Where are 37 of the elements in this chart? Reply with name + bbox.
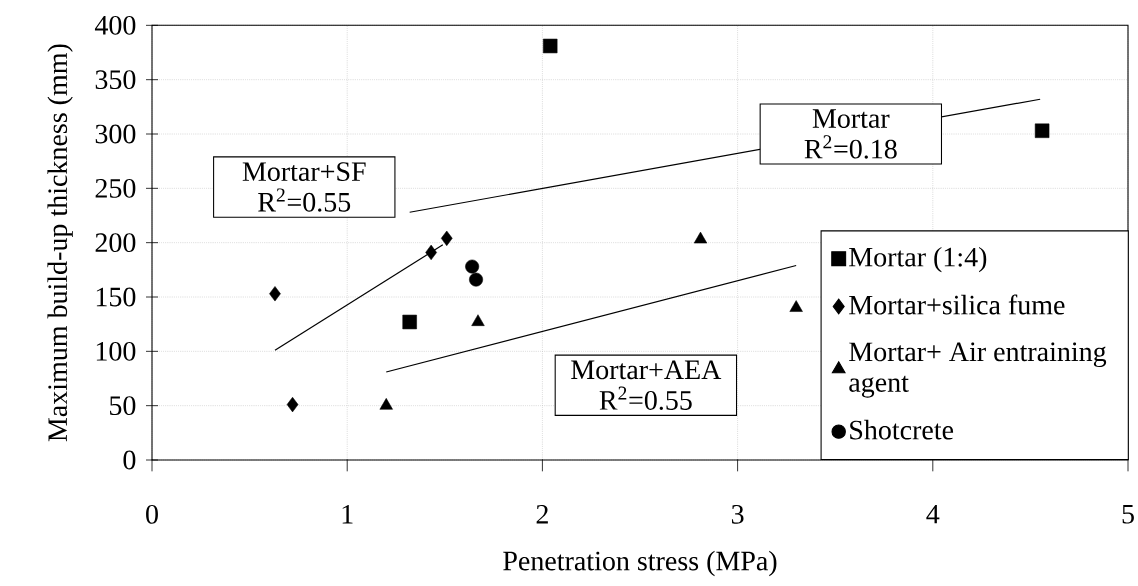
annotation: Mortar+SF R$^{2}$=0.55: [242, 162, 366, 212]
point: [471, 314, 485, 326]
point: [425, 244, 437, 261]
y-tick-label: 150: [96, 287, 136, 307]
y-tick-label: 400: [94, 15, 136, 35]
annotation: Mortar+AEA R$^{2}$=0.55: [571, 360, 722, 411]
point: [379, 398, 393, 410]
y-tick-label: 300: [95, 124, 136, 144]
y-tick-label: 50: [110, 396, 136, 416]
point: [469, 272, 483, 287]
y-axis-title: Maximum build-up thickness (mm): [47, 44, 73, 442]
point: [440, 230, 453, 246]
point: [269, 286, 281, 302]
x-tick-label: 0: [146, 504, 158, 524]
x-tick-label: 2: [536, 504, 548, 524]
point: [1034, 123, 1050, 138]
point: [402, 314, 417, 330]
y-tick-label: 0: [123, 450, 136, 470]
y-tick-label: 200: [95, 233, 136, 253]
point: [693, 231, 708, 244]
x-tick-label: 1: [342, 504, 353, 524]
point: [789, 300, 803, 312]
y-tick-label: 100: [96, 341, 136, 361]
x-tick-label: 4: [926, 504, 940, 524]
legend-label: Shotcrete: [850, 419, 954, 440]
x-tick-label: 3: [731, 504, 744, 524]
point: [543, 38, 558, 54]
legend-label: Mortar (1:4): [849, 246, 987, 273]
legend-label: Mortar+ Air entraining agent: [849, 342, 1107, 398]
point: [465, 259, 480, 274]
y-tick-label: 250: [95, 178, 136, 198]
x-tick-label: 5: [1122, 504, 1134, 524]
point: [286, 396, 299, 413]
x-axis-title: Penetration stress (MPa): [503, 550, 777, 577]
annotation: Mortar R$^{2}$=0.18: [804, 109, 897, 159]
y-tick-label: 350: [95, 70, 136, 90]
legend-label: Mortar+silica fume: [849, 294, 1065, 315]
